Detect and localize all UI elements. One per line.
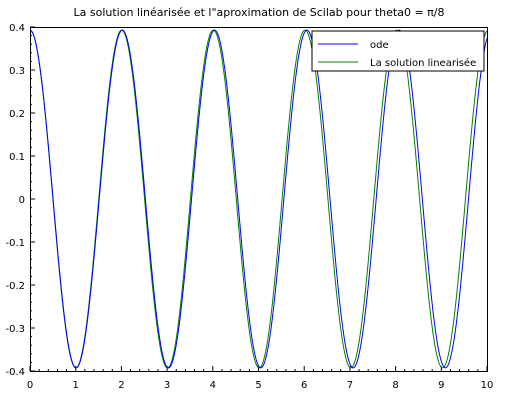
legend: ode La solution linearisée (311, 30, 485, 72)
series-line-linearised (30, 29, 487, 369)
x-tick-label: 1 (73, 380, 79, 391)
legend-label-ode: ode (370, 40, 389, 51)
x-tick-label: 3 (164, 380, 170, 391)
x-tick-label: 0 (27, 380, 33, 391)
legend-box (311, 30, 485, 72)
x-tick-label: 9 (438, 380, 444, 391)
y-tick-label: -0.2 (5, 281, 25, 292)
x-tick-label: 10 (481, 380, 494, 391)
legend-label-linearised: La solution linearisée (370, 57, 476, 69)
y-tick-label: 0.1 (9, 152, 25, 163)
x-tick-label: 7 (347, 380, 353, 391)
y-tick-label: 0 (19, 195, 25, 206)
x-tick-label: 6 (301, 380, 307, 391)
x-tick-label: 5 (255, 380, 261, 391)
y-tick-label: 0.3 (9, 66, 25, 77)
y-tick-label: -0.1 (5, 238, 25, 249)
x-tick-label: 8 (392, 380, 398, 391)
x-tick-label: 4 (210, 380, 216, 391)
chart-title: La solution linéarisée et l"aproximation… (74, 6, 445, 19)
series-line-ode (30, 29, 487, 369)
y-tick-label: -0.3 (5, 324, 25, 335)
y-tick-label: -0.4 (5, 367, 25, 378)
y-tick-label: 0.2 (9, 109, 25, 120)
x-tick-label: 2 (118, 380, 124, 391)
y-tick-label: 0.4 (9, 23, 25, 34)
